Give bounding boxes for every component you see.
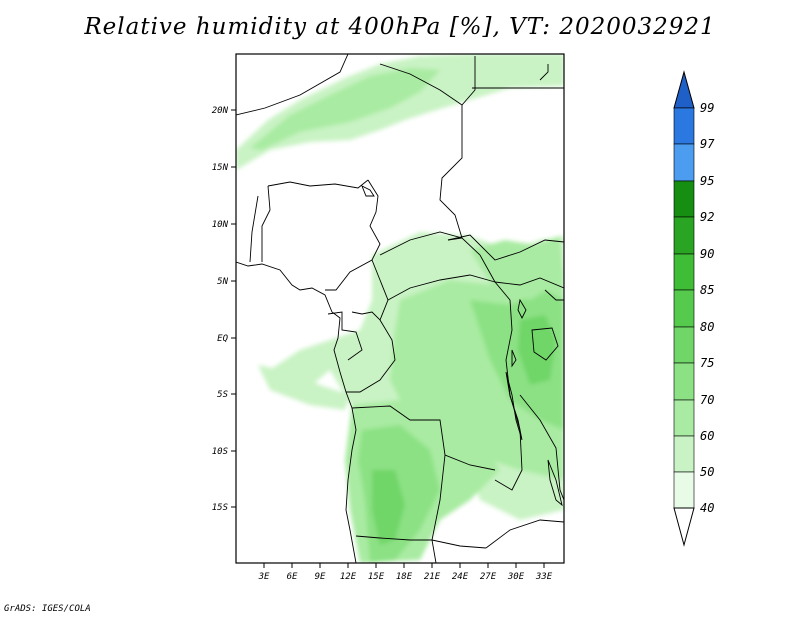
border-sudan-ssudan <box>447 234 564 261</box>
country-borders <box>236 54 564 563</box>
colorbar-label: 90 <box>700 247 714 261</box>
x-tick-label: 6E <box>287 572 298 582</box>
lake-chad <box>361 185 375 197</box>
border-drc-angola <box>351 405 496 471</box>
border-algeria-niger <box>379 63 463 106</box>
x-tick-label: 21E <box>424 572 441 582</box>
x-tick-label: 15E <box>368 572 385 582</box>
humidity-field <box>236 54 564 563</box>
colorbar-segment <box>673 180 695 218</box>
colorbar-segment <box>673 143 695 182</box>
colorbar-segment <box>673 107 695 145</box>
border-angola-namibia <box>355 535 487 549</box>
lake-tanganyika <box>505 371 523 441</box>
x-tick-label: 33E <box>535 572 553 582</box>
colorbar-segment <box>673 326 695 364</box>
shade-west-coast <box>258 365 350 410</box>
colorbar-label: 97 <box>700 137 715 151</box>
colorbar-label: 92 <box>700 210 714 224</box>
y-tick-label: 10S <box>212 447 229 457</box>
colorbar-label: 70 <box>700 393 714 407</box>
shade-angola-core <box>372 470 405 545</box>
colorbar-label: 40 <box>700 501 714 515</box>
colorbar-label: 80 <box>700 320 714 334</box>
border-zambia-mozambique <box>485 519 564 549</box>
colorbar-label: 75 <box>700 356 714 370</box>
y-tick-label: EQ <box>217 334 228 344</box>
lake-malawi <box>547 459 563 507</box>
colorbar-label: 60 <box>700 429 714 443</box>
x-tick-label: 30E <box>507 572 525 582</box>
border-car-north <box>379 231 496 283</box>
border-togo <box>249 195 259 263</box>
shade-northern-band <box>236 54 564 170</box>
border-tanzania <box>519 394 564 501</box>
credit-text: GrADS: IGES/COLA <box>4 604 91 614</box>
y-tick-label: 15S <box>212 503 229 513</box>
sudan-egypt-coast <box>539 64 549 81</box>
x-axis-labels: 3E 6E 9E 12E 15E 18E 21E 24E 27E 30E 33E <box>258 572 553 582</box>
x-tick-label: 12E <box>340 572 357 582</box>
border-uganda-kenya <box>544 289 564 301</box>
colorbar-segment <box>673 253 695 291</box>
border-sahel <box>236 54 349 116</box>
border-car-south <box>387 274 496 301</box>
colorbar: 99 97 95 92 90 85 80 75 70 60 50 40 <box>673 70 715 547</box>
y-tick-label: 20N <box>212 106 229 116</box>
colorbar-segment <box>673 399 695 437</box>
coastline-west-africa <box>236 261 357 563</box>
x-tick-label: 27E <box>480 572 497 582</box>
x-tick-label: 3E <box>258 572 270 582</box>
map-frame <box>235 53 565 564</box>
y-axis-labels: 20N 15N 10N 5N EQ 5S 10S 15S <box>212 106 229 513</box>
colorbar-segment <box>673 471 695 509</box>
y-tick-label: 15N <box>212 163 229 173</box>
y-tick-label: 5N <box>217 277 228 287</box>
colorbar-bottom-arrow <box>673 507 695 547</box>
shade-northern-core <box>250 68 440 150</box>
y-tick-label: 5S <box>217 390 228 400</box>
colorbar-label: 95 <box>700 174 714 188</box>
border-gabon <box>327 311 363 361</box>
colorbar-segment <box>673 435 695 473</box>
x-tick-label: 18E <box>396 572 413 582</box>
border-benin <box>261 185 271 262</box>
border-nigeria-east <box>325 179 381 291</box>
lake-albert <box>517 298 527 320</box>
lake-kivu <box>511 349 517 368</box>
colorbar-label: 50 <box>700 465 714 479</box>
x-tick-label: 9E <box>315 572 326 582</box>
colorbar-segment <box>673 362 695 401</box>
colorbar-segment <box>673 216 695 255</box>
border-libya-chad <box>461 56 476 106</box>
border-congo-drc <box>346 319 396 393</box>
x-tick-label: 24E <box>452 572 469 582</box>
border-nigeria-north <box>267 179 369 189</box>
y-tick-label: 10N <box>212 220 229 230</box>
colorbar-label: 85 <box>700 283 714 297</box>
lake-victoria <box>531 327 559 361</box>
axis-ticks <box>231 109 545 568</box>
colorbar-label: 99 <box>700 101 714 115</box>
shade-northeast <box>470 236 564 300</box>
colorbar-top-arrow <box>673 70 695 109</box>
border-angola-zambia <box>431 454 446 563</box>
border-south-sudan <box>494 277 564 289</box>
border-niger-chad <box>439 105 463 241</box>
colorbar-segment <box>673 289 695 328</box>
map-title: Relative humidity at 400hPa [%], VT: 202… <box>84 14 716 40</box>
shade-east-core <box>518 315 556 385</box>
